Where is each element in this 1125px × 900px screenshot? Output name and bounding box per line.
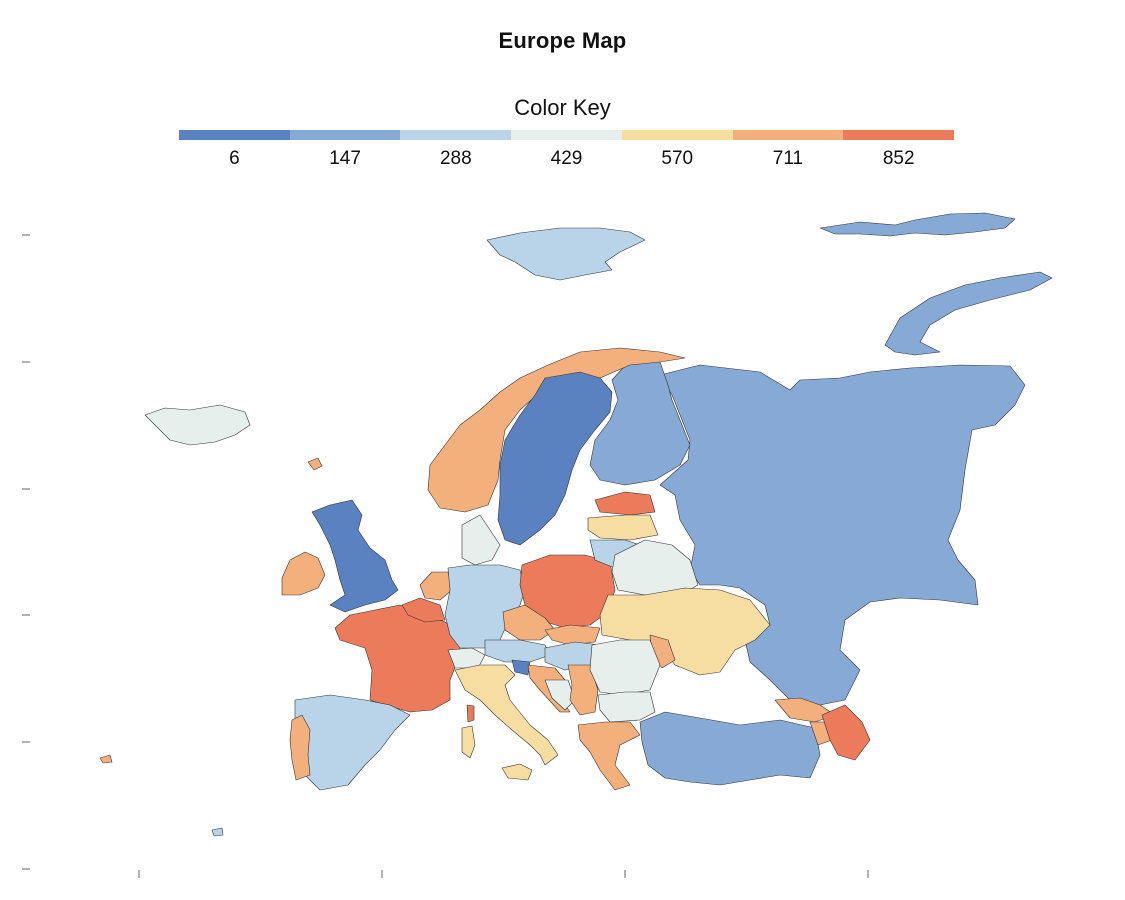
region-ukraine: [599, 587, 771, 676]
region-uk: [311, 499, 399, 613]
region-estonia: [594, 491, 656, 516]
region-bulgaria: [597, 691, 656, 723]
region-faroe: [307, 457, 323, 471]
legend-label: 288: [439, 148, 472, 169]
legend-label: 711: [772, 148, 804, 169]
region-azerbaijan: [821, 704, 871, 761]
map-title: Europe Map: [498, 28, 627, 53]
region-sardinia: [461, 725, 476, 759]
legend-label: 147: [329, 148, 361, 169]
region-svalbard: [486, 227, 646, 281]
color-key-bar: [179, 130, 955, 140]
region-iceland: [144, 404, 251, 446]
color-key-labels: 6 147 288 429 570 711 852: [179, 148, 954, 170]
region-latvia: [587, 514, 659, 541]
region-czechia: [502, 604, 556, 641]
region-bosnia: [544, 679, 576, 711]
region-ireland: [281, 551, 326, 596]
region-norway: [427, 347, 686, 513]
region-poland: [519, 554, 616, 629]
region-franz-josef-land: [819, 212, 1016, 237]
region-austria: [484, 639, 551, 663]
legend-swatch: [843, 130, 955, 140]
region-slovenia: [511, 659, 531, 676]
region-belgium: [401, 597, 446, 623]
region-sicily: [501, 763, 533, 781]
region-switzerland: [447, 647, 486, 669]
region-novaya-zemlya: [884, 271, 1053, 356]
region-spain: [294, 694, 411, 791]
region-denmark: [461, 514, 501, 566]
region-azores: [99, 754, 113, 764]
region-france: [334, 604, 463, 713]
region-canaries: [211, 827, 224, 837]
legend-label: 6: [229, 148, 240, 169]
region-corsica: [466, 704, 475, 723]
legend-label: 852: [882, 148, 915, 169]
region-russia: [659, 364, 1026, 706]
legend-swatch: [732, 130, 844, 140]
region-netherlands: [419, 571, 453, 601]
region-finland: [589, 359, 691, 486]
region-portugal: [289, 714, 311, 781]
axis-ticks: [22, 234, 869, 878]
region-slovakia: [544, 624, 601, 646]
legend-swatch: [179, 130, 290, 140]
legend-swatch: [621, 130, 733, 140]
region-turkey: [639, 711, 821, 786]
region-romania: [589, 639, 661, 696]
legend-swatch: [400, 130, 512, 140]
legend-swatch: [289, 130, 401, 140]
region-greece: [577, 721, 641, 791]
legend-title: Color Key: [514, 95, 611, 120]
legend-swatch: [511, 130, 622, 140]
region-italy: [454, 664, 559, 766]
legend-label: 429: [550, 148, 583, 169]
legend-label: 570: [661, 148, 694, 169]
region-sweden: [497, 371, 613, 546]
